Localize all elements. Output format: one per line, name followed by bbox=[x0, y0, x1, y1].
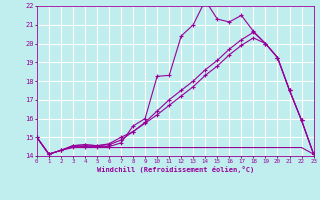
X-axis label: Windchill (Refroidissement éolien,°C): Windchill (Refroidissement éolien,°C) bbox=[97, 166, 254, 173]
